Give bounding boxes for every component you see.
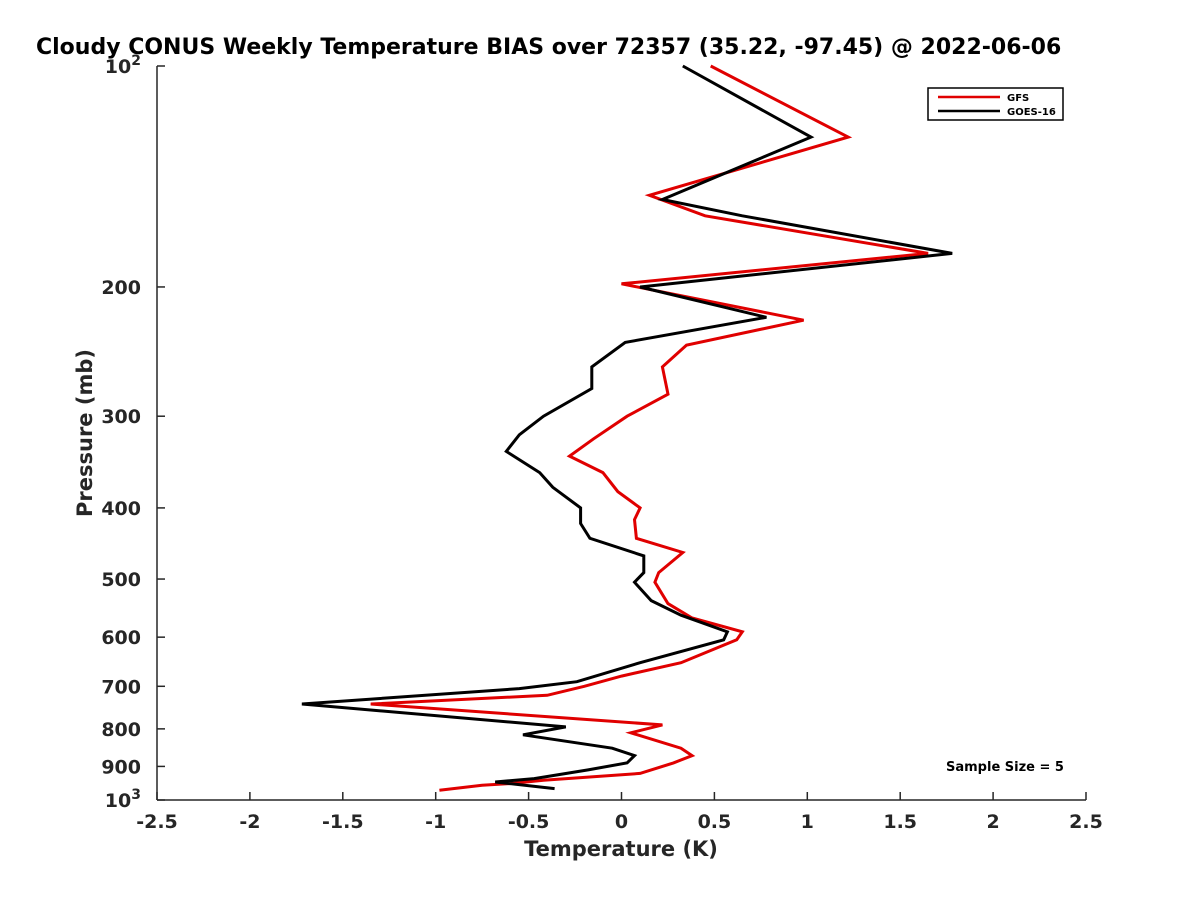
y-axis-title: Pressure (mb) (73, 349, 97, 517)
x-tick-label: 1 (801, 811, 814, 833)
x-tick-label: 2 (986, 811, 999, 833)
y-tick-label: 700 (101, 676, 141, 698)
legend-label-goes16: GOES-16 (1007, 107, 1056, 118)
x-tick-label: 2.5 (1069, 811, 1103, 833)
legend: GFS GOES-16 (927, 87, 1064, 121)
x-tick-label: -0.5 (508, 811, 550, 833)
y-tick-label: 200 (101, 277, 141, 299)
series-layer (301, 64, 953, 792)
x-ticks: -2.5 -2 -1.5 -1 -0.5 0 0.5 1 1.5 2 2.5 (136, 792, 1103, 833)
x-tick-label: -1 (425, 811, 446, 833)
y-tick-label: 400 (101, 498, 141, 520)
x-tick-label: 1.5 (883, 811, 917, 833)
legend-box (927, 87, 1064, 121)
y-tick-label: 300 (101, 406, 141, 428)
x-tick-label: -2 (239, 811, 260, 833)
y-ticks: 102 200 300 400 500 600 700 800 900 103 (101, 53, 165, 812)
y-tick-label: 500 (101, 569, 141, 591)
series-line-gfs (370, 64, 929, 792)
x-axis-title: Temperature (K) (524, 837, 718, 861)
y-tick-label: 900 (101, 756, 141, 778)
sample-size-annotation: Sample Size = 5 (946, 760, 1064, 775)
y-tick-label: 103 (105, 787, 141, 812)
x-tick-label: 0.5 (698, 811, 732, 833)
y-tick-label: 600 (101, 627, 141, 649)
x-tick-label: 0 (615, 811, 628, 833)
series-line-goes16 (301, 64, 953, 791)
x-tick-label: -2.5 (136, 811, 178, 833)
y-tick-label: 102 (105, 53, 141, 78)
y-tick-label: 800 (101, 719, 141, 741)
legend-label-gfs: GFS (1007, 93, 1029, 104)
x-tick-label: -1.5 (322, 811, 364, 833)
chart-title: Cloudy CONUS Weekly Temperature BIAS ove… (36, 35, 1061, 60)
